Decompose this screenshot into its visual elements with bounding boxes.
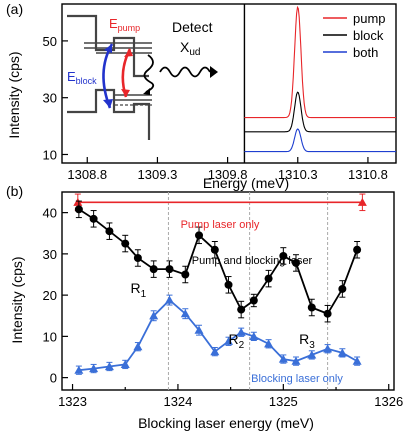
- data-point: [278, 354, 288, 363]
- x-tick-label: 1324: [163, 394, 192, 409]
- data-point: [149, 311, 159, 320]
- data-point: [165, 295, 175, 304]
- data-point: [323, 344, 333, 353]
- epump-label: Epump: [109, 16, 140, 33]
- panel-b-frame: [61, 191, 395, 391]
- eblock-label: Eblock: [67, 69, 97, 86]
- resonance-label: R3: [299, 331, 315, 351]
- y-tick-label: 50: [43, 34, 57, 49]
- emission-arrow-head: [143, 88, 150, 95]
- data-point: [165, 265, 174, 274]
- y-tick-label: 30: [43, 91, 57, 106]
- data-point: [181, 270, 190, 279]
- x-tick-label: 1308.8: [67, 167, 107, 182]
- data-point: [337, 348, 347, 357]
- y-tick-label: 40: [43, 206, 57, 221]
- x-tick-label: 1326: [374, 394, 403, 409]
- data-point: [224, 280, 233, 289]
- series-label-2: Blocking laser only: [251, 373, 343, 385]
- data-point: [249, 296, 258, 305]
- data-point: [210, 347, 220, 356]
- panel-b-ylabel: Intensity (cps): [9, 256, 25, 343]
- data-point: [121, 239, 130, 248]
- data-point: [338, 284, 347, 293]
- y-tick-label: 30: [43, 247, 57, 262]
- data-point: [357, 197, 367, 206]
- panel-a-label: (a): [6, 1, 23, 17]
- series-label-0: Pump laser only: [181, 219, 260, 231]
- xud-label: Xud: [180, 39, 200, 58]
- panel-b-xlabel: Blocking laser energy (meV): [138, 415, 314, 431]
- x-tick-label: 1323: [58, 394, 87, 409]
- legend-label-block: block: [353, 28, 384, 43]
- data-point: [149, 265, 158, 274]
- photon-arrow-head: [210, 66, 218, 78]
- series-line-2: [78, 298, 358, 372]
- data-point: [195, 231, 204, 240]
- data-point: [323, 309, 332, 318]
- emission-arrow: [143, 54, 155, 93]
- legend-label-both: both: [353, 45, 378, 60]
- panel-a: 10 30 50 1308.8 1309.3 1309.8 1310.3 1310.8 pump…: [43, 3, 397, 182]
- energy-level-diagram: Epump Eblock Detect Xud: [67, 14, 218, 140]
- data-point: [74, 205, 83, 214]
- panel-a-frame: [61, 3, 397, 164]
- data-point: [236, 327, 246, 336]
- spectrum-line-both: [244, 128, 396, 153]
- data-point: [237, 305, 246, 314]
- panel-b: 0 10 20 30 40 1323 1324 1325 1326 Pump laser only…: [43, 191, 403, 409]
- data-point: [291, 258, 300, 267]
- data-point: [89, 214, 98, 223]
- y-tick-label: 20: [43, 288, 57, 303]
- data-point: [180, 309, 190, 318]
- block-arrow-head: [104, 44, 112, 53]
- spectrum-line-block: [244, 91, 396, 133]
- resonance-label: R2: [229, 331, 245, 351]
- data-point: [120, 359, 130, 369]
- data-point: [352, 356, 362, 365]
- data-point: [73, 197, 83, 206]
- y-tick-label: 10: [43, 329, 57, 344]
- pump-arrow-tail: [121, 89, 130, 97]
- x-tick-label: 1309.3: [138, 167, 178, 182]
- band-edge-upper: [67, 14, 149, 78]
- band-edge-lower: [67, 88, 151, 140]
- photon-wave: [159, 66, 211, 78]
- spectrum-line-pump: [244, 5, 396, 119]
- data-point: [264, 274, 273, 283]
- data-point: [105, 227, 114, 236]
- panel-a-ylabel: Intensity (cps): [6, 51, 22, 138]
- data-point: [224, 336, 234, 345]
- x-tick-label: 1310.3: [278, 167, 318, 182]
- panel-a-xlabel: Energy (meV): [203, 175, 289, 191]
- data-point: [353, 245, 362, 254]
- data-point: [104, 361, 114, 371]
- pump-arrow-head: [124, 49, 133, 57]
- data-point: [210, 245, 219, 254]
- data-point: [249, 331, 259, 340]
- data-point: [264, 339, 274, 348]
- y-tick-label: 10: [43, 147, 57, 162]
- data-point: [279, 251, 288, 260]
- data-point: [89, 364, 99, 373]
- data-point: [307, 303, 316, 312]
- data-point: [74, 365, 84, 374]
- block-arrow-tail: [103, 99, 113, 108]
- detect-label: Detect: [172, 19, 213, 35]
- series-label-1: Pump and blocking laser: [192, 255, 313, 267]
- x-tick-label: 1310.8: [348, 167, 388, 182]
- data-point: [291, 356, 301, 365]
- legend-label-pump: pump: [353, 11, 386, 26]
- data-point: [133, 254, 142, 262]
- x-tick-label: 1325: [269, 394, 298, 409]
- data-point: [133, 342, 143, 351]
- x-tick-label: 1309.8: [208, 167, 248, 182]
- y-tick-label: 0: [50, 371, 57, 386]
- data-point: [194, 325, 204, 334]
- data-point: [307, 350, 317, 359]
- resonance-label: R1: [131, 280, 147, 300]
- panel-b-label: (b): [6, 183, 23, 199]
